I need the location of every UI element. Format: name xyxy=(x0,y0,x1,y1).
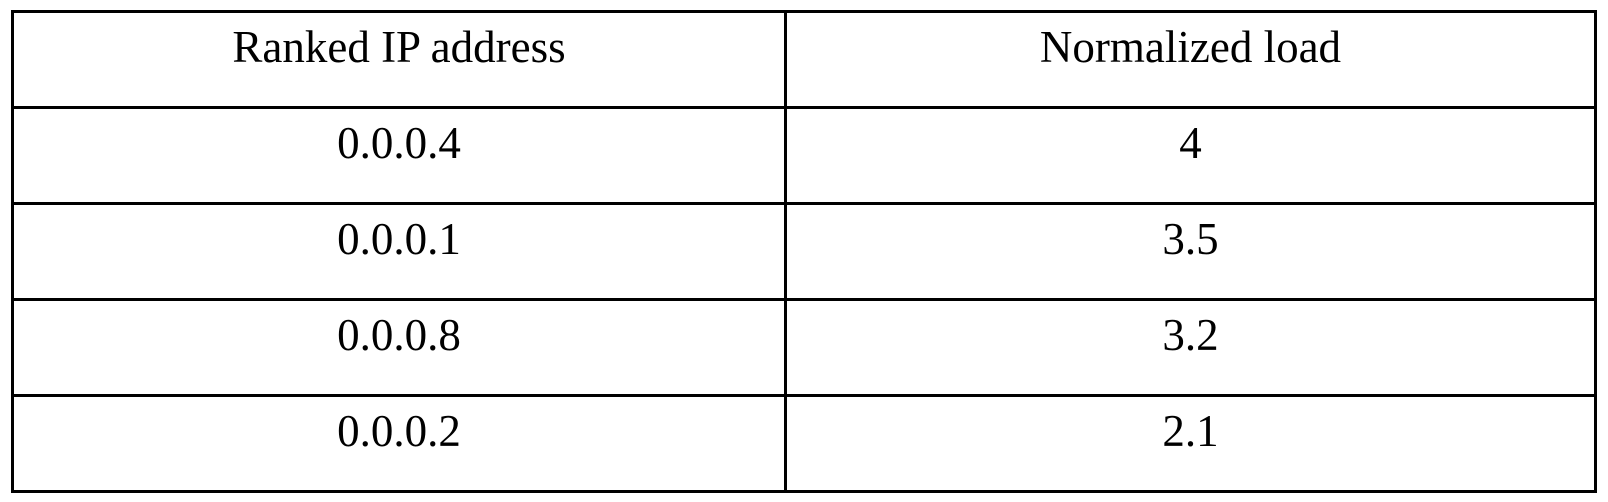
load-cell: 3.5 xyxy=(786,204,1596,300)
ip-load-table: Ranked IP address Normalized load 0.0.0.… xyxy=(11,10,1597,493)
table-row: 0.0.0.2 2.1 xyxy=(13,396,1596,492)
ip-cell: 0.0.0.8 xyxy=(13,300,786,396)
header-normalized-load: Normalized load xyxy=(786,12,1596,108)
header-row: Ranked IP address Normalized load xyxy=(13,12,1596,108)
ip-cell: 0.0.0.2 xyxy=(13,396,786,492)
ip-cell: 0.0.0.4 xyxy=(13,108,786,204)
header-ranked-ip: Ranked IP address xyxy=(13,12,786,108)
load-cell: 4 xyxy=(786,108,1596,204)
table-row: 0.0.0.8 3.2 xyxy=(13,300,1596,396)
ip-cell: 0.0.0.1 xyxy=(13,204,786,300)
load-cell: 3.2 xyxy=(786,300,1596,396)
load-cell: 2.1 xyxy=(786,396,1596,492)
table-row: 0.0.0.1 3.5 xyxy=(13,204,1596,300)
table-row: 0.0.0.4 4 xyxy=(13,108,1596,204)
